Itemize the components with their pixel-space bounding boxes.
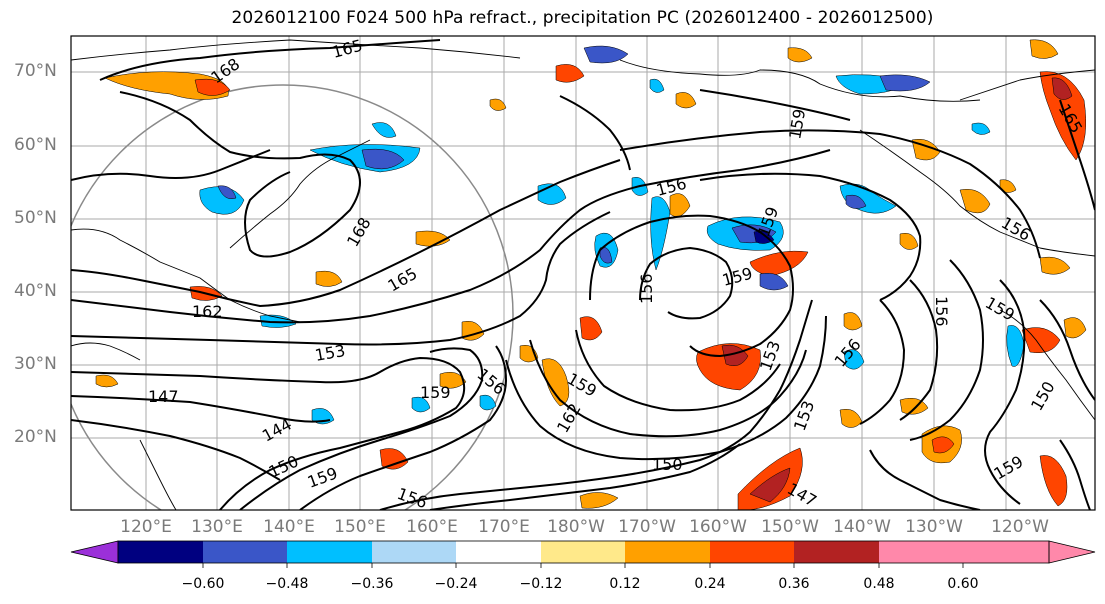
lon-label: 140°W [833,517,891,537]
colorbar-tick-label: 0.36 [778,576,810,592]
colorbar-tick-label: −0.60 [181,576,225,592]
lat-label: 20°N [14,427,57,447]
contour-label: 150 [652,455,683,474]
lon-label: 160°W [689,517,747,537]
lon-label: 150°W [761,517,819,537]
lon-label: 180°W [547,517,605,537]
contour-label: 162 [192,302,223,321]
lon-label: 160°E [406,517,458,537]
colorbar-tick-label: −0.48 [265,576,309,592]
gridlines [71,36,1095,510]
lon-label: 150°E [334,517,386,537]
lat-label: 50°N [14,208,57,228]
lon-label: 130°W [905,517,963,537]
lat-label: 70°N [14,61,57,81]
lon-label: 140°E [263,517,315,537]
lon-label: 170°W [618,517,676,537]
contour-label: 156 [637,273,656,304]
contour-label: 159 [420,383,451,402]
colorbar-tick-label: −0.12 [519,576,563,592]
lat-label: 60°N [14,135,57,155]
lon-label: 130°E [191,517,243,537]
lat-label: 30°N [14,354,57,374]
lat-label: 40°N [14,281,57,301]
colorbar-tick-label: 0.24 [694,576,726,592]
coastlines [71,39,1095,510]
map-frame [70,35,1096,511]
lon-label: 120°W [991,517,1049,537]
contours [71,39,1095,510]
contour-label: 156 [932,296,951,327]
colorbar-tick-label: −0.24 [434,576,478,592]
map-title: 2026012100 F024 500 hPa refract., precip… [231,8,934,28]
lon-label: 120°E [120,517,172,537]
range-circle [71,84,514,510]
contour-label: 147 [148,387,179,406]
colorbar-tick-label: −0.36 [350,576,394,592]
colorbar-tick-label: 0.48 [863,576,895,592]
colorbar-tick-label: 0.60 [947,576,979,592]
colorbar-tick-label: 0.12 [609,576,641,592]
lon-label: 170°E [478,517,530,537]
